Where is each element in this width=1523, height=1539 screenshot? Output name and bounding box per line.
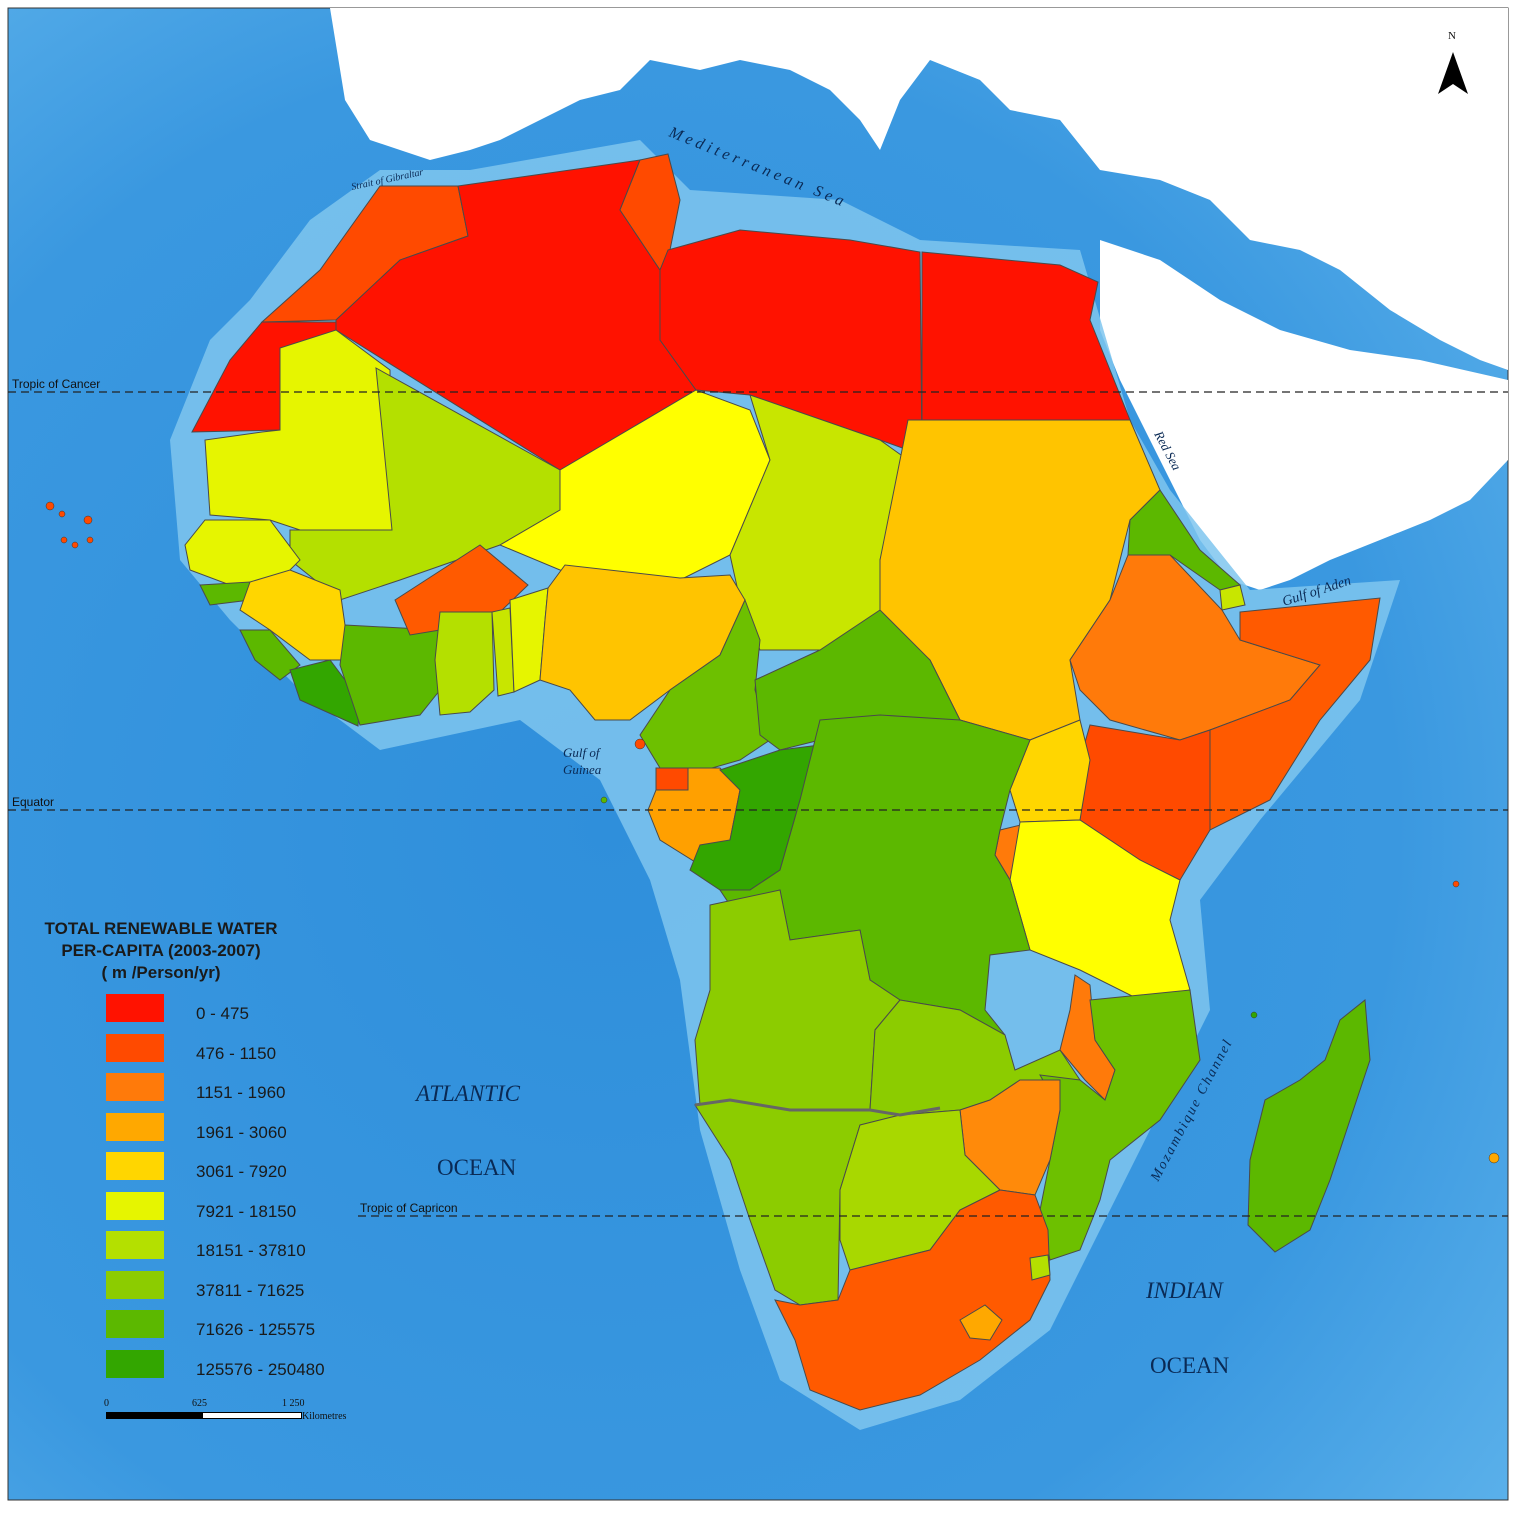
legend-item: 476 - 1150 [106, 1033, 366, 1064]
legend-swatch [106, 1152, 164, 1180]
scale-tick-0: 0 [104, 1398, 109, 1409]
legend-label: 7921 - 18150 [196, 1201, 297, 1221]
legend-label: 1151 - 1960 [196, 1083, 286, 1102]
europe-landmass [330, 8, 1508, 370]
legend-item: 18151 - 37810 [106, 1231, 366, 1261]
legend-title-line3: ( m /Person/yr) [101, 963, 221, 982]
indian-ocean-label-2: OCEAN [1150, 1353, 1230, 1378]
comoros-island [1250, 1011, 1258, 1019]
legend-swatch [106, 1191, 164, 1220]
legend-swatch [106, 1073, 164, 1101]
scale-segment-black [106, 1412, 202, 1419]
atlantic-ocean-label-1: ATLANTIC [414, 1081, 521, 1106]
scale-tick-1: 625 [192, 1398, 207, 1409]
legend-label: 37811 - 71625 [196, 1280, 305, 1300]
legend-label: 476 - 1150 [196, 1043, 277, 1063]
country-cameroon [639, 598, 771, 771]
country-equatorial-guinea [655, 767, 689, 791]
legend-rows: 0 - 475 476 - 1150 1151 - 1960 1961 - 3060 3… [30, 994, 360, 1404]
legend-swatch [106, 1310, 164, 1338]
border-highlight [694, 1098, 941, 1117]
north-arrow-icon [1438, 52, 1468, 94]
seychelles-island [1452, 880, 1460, 888]
sao-tome-island [600, 796, 608, 804]
country-djibouti [1219, 584, 1246, 611]
legend-swatch [106, 1112, 164, 1141]
gulf-of-guinea-label-1: Gulf of [563, 745, 602, 760]
cape-verde-islands [45, 501, 94, 549]
scale-unit: Kilometres [302, 1411, 347, 1422]
north-letter: N [1448, 30, 1456, 42]
arabia-landmass [1100, 240, 1508, 590]
legend-item: 125576 - 250480 [106, 1349, 366, 1380]
scale-segment-white [202, 1412, 302, 1419]
legend-item: 1151 - 1960 [106, 1073, 366, 1103]
scale-tick-2: 1 250 [282, 1398, 305, 1409]
legend-item: 0 - 475 [106, 994, 366, 1024]
legend-swatch [106, 1349, 164, 1378]
legend-label: 3061 - 7920 [196, 1162, 287, 1181]
legend-item: 71626 - 125575 [106, 1310, 366, 1340]
bioko-island [634, 738, 646, 750]
legend-title-line2: PER-CAPITA (2003-2007) [61, 941, 261, 960]
country-sierra-leone [239, 629, 301, 681]
legend-swatch [106, 1231, 164, 1259]
country-madagascar [1247, 999, 1371, 1253]
legend-title-line1: TOTAL RENEWABLE WATER [44, 919, 278, 938]
legend: TOTAL RENEWABLE WATER PER-CAPITA (2003-2… [30, 918, 360, 1379]
legend-label: 71626 - 125575 [196, 1320, 316, 1339]
tropic-of-capricorn-label: Tropic of Capricon [360, 1201, 458, 1215]
legend-item: 7921 - 18150 [106, 1191, 366, 1222]
indian-ocean-label-1: INDIAN [1145, 1278, 1224, 1303]
legend-label: 0 - 475 [196, 1004, 249, 1023]
mauritius-island [1488, 1152, 1500, 1164]
country-lesotho [959, 1304, 1003, 1341]
legend-label: 125576 - 250480 [196, 1359, 325, 1379]
legend-swatch [106, 994, 164, 1022]
equator-label: Equator [12, 795, 54, 809]
legend-swatch [106, 1270, 164, 1299]
atlantic-ocean-label-2: OCEAN [437, 1155, 517, 1180]
legend-item: 1961 - 3060 [106, 1112, 366, 1143]
legend-label: 1961 - 3060 [196, 1122, 287, 1142]
legend-label: 18151 - 37810 [196, 1241, 306, 1260]
legend-item: 37811 - 71625 [106, 1270, 366, 1301]
legend-item: 3061 - 7920 [106, 1152, 366, 1182]
scale-bar: 0 625 1 250 Kilometres [104, 1398, 366, 1428]
tropic-of-cancer-label: Tropic of Cancer [12, 377, 100, 391]
country-swaziland [1029, 1254, 1051, 1281]
north-arrow: N [1436, 30, 1470, 100]
gulf-of-guinea-label-2: Guinea [563, 762, 602, 777]
legend-swatch [106, 1033, 164, 1062]
country-niger [498, 389, 771, 581]
country-south-africa [774, 1189, 1051, 1411]
